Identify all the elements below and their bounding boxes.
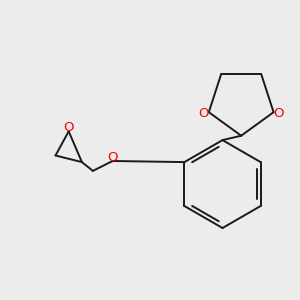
Text: O: O xyxy=(107,151,118,164)
Text: O: O xyxy=(199,107,209,120)
Text: O: O xyxy=(273,107,284,120)
Text: O: O xyxy=(63,121,74,134)
